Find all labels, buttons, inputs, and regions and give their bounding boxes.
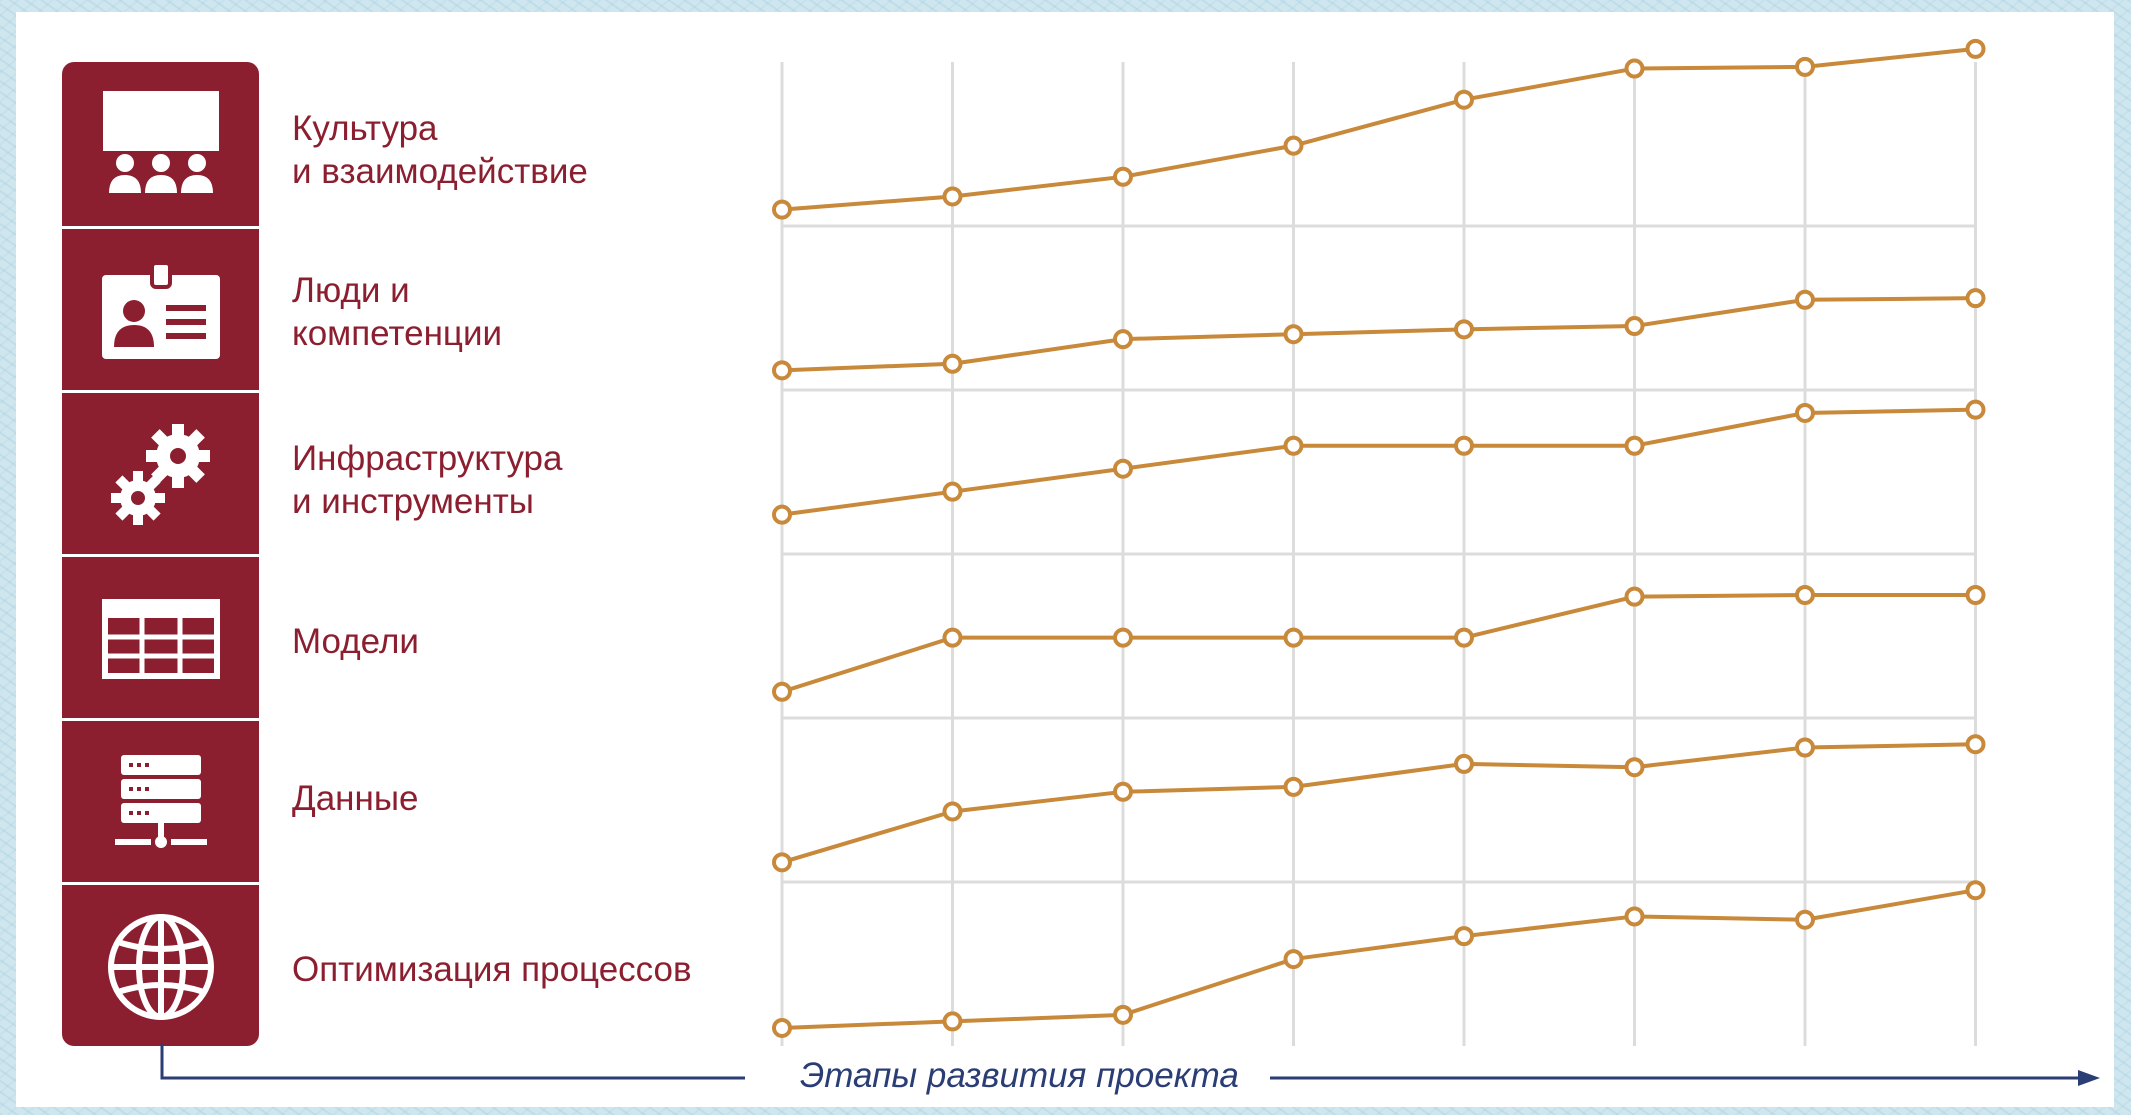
data-point [772, 852, 792, 873]
data-point [942, 801, 963, 822]
data-point [1965, 399, 1986, 420]
data-point [1624, 586, 1645, 607]
content-panel [16, 12, 2114, 1107]
category-cell-models [62, 554, 259, 721]
data-point [1965, 288, 1986, 309]
server-icon [114, 755, 207, 848]
data-point [1283, 435, 1304, 456]
category-label-data: Данные [292, 779, 419, 818]
data-point [1113, 781, 1133, 802]
id-card-icon [101, 261, 220, 359]
category-label-models: Модели [292, 622, 419, 661]
x-axis-label: Этапы развития проекта [800, 1056, 1239, 1095]
gears-icon [110, 424, 210, 525]
data-point [942, 186, 963, 207]
x-axis-line-left [160, 1043, 745, 1080]
category-label-processes: Оптимизация процессов [292, 950, 692, 989]
data-point [1624, 435, 1645, 456]
table-grid-icon [101, 599, 220, 679]
data-point [1965, 880, 1986, 901]
data-point [1283, 135, 1304, 156]
category-cell-processes [62, 882, 259, 1046]
series-line [781, 593, 1976, 694]
data-point [1795, 737, 1815, 758]
data-point [1624, 58, 1645, 79]
data-point [772, 199, 792, 220]
data-point [772, 504, 792, 525]
data-point [772, 1017, 792, 1038]
data-point [1283, 324, 1304, 345]
data-point [1454, 319, 1474, 340]
data-point [1965, 734, 1986, 755]
data-point [1454, 926, 1474, 947]
data-point [1624, 906, 1645, 927]
data-point [1795, 585, 1815, 605]
data-point [1624, 316, 1645, 337]
data-point [1113, 1004, 1133, 1025]
data-point [1454, 89, 1474, 110]
category-cell-data [62, 718, 259, 885]
data-point [1113, 458, 1133, 479]
category-cell-infrastructure [62, 390, 259, 557]
data-point [1795, 289, 1815, 310]
x-axis-arrowhead [2078, 1070, 2100, 1086]
data-point [1283, 949, 1304, 970]
category-cell-culture [62, 62, 259, 226]
data-point [1795, 402, 1815, 423]
series-line [781, 742, 1976, 865]
data-point [942, 481, 963, 502]
data-point [1795, 909, 1815, 930]
data-point [1965, 38, 1986, 59]
data-point [1965, 585, 1986, 605]
data-point [942, 627, 963, 648]
data-point [1454, 627, 1474, 648]
data-point [1454, 435, 1474, 456]
data-point [942, 353, 963, 374]
data-point [1113, 166, 1133, 187]
data-point [772, 360, 792, 381]
category-label-people: Люди и компетенции [292, 271, 503, 353]
category-label-infrastructure: Инфраструктура и инструменты [292, 439, 563, 521]
presentation-audience-icon [102, 91, 219, 193]
data-point [942, 1011, 963, 1032]
data-point [772, 681, 792, 702]
category-column [62, 62, 259, 1046]
series-line [781, 296, 1976, 373]
category-cell-people [62, 226, 259, 393]
data-point [1283, 627, 1304, 648]
series-line [781, 888, 1976, 1030]
category-label-culture: Культура и взаимодействие [292, 109, 588, 191]
data-point [1113, 627, 1133, 648]
globe-icon [107, 914, 214, 1020]
data-point [1283, 776, 1304, 797]
series-line [781, 46, 1976, 212]
data-point [1795, 56, 1815, 77]
data-point [1454, 753, 1474, 774]
data-point [1624, 757, 1645, 778]
series-line [781, 407, 1976, 517]
data-point [1113, 329, 1133, 350]
